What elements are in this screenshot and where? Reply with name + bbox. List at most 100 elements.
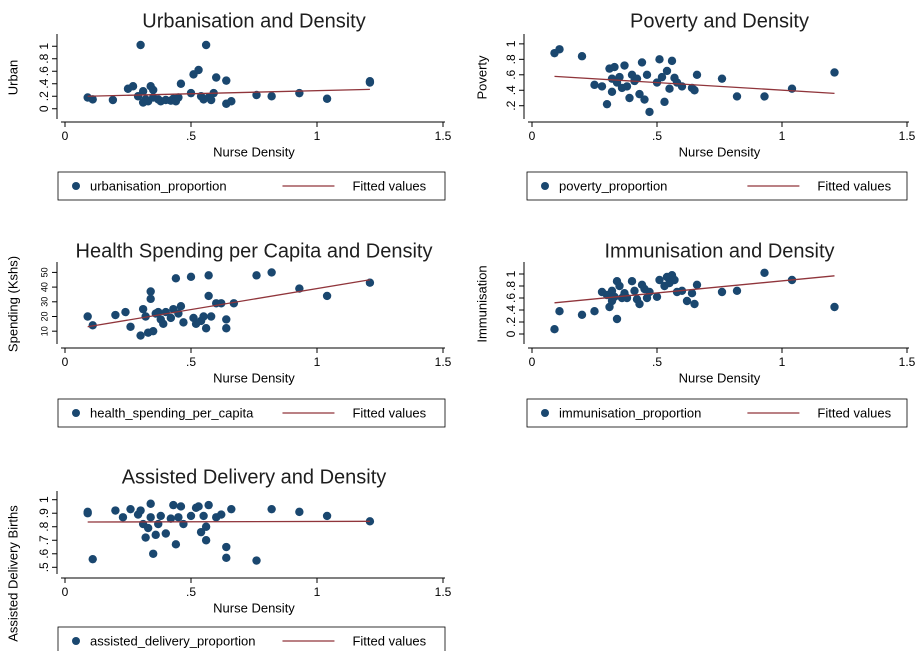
- point: [204, 271, 213, 280]
- point: [128, 82, 138, 91]
- point: [655, 275, 664, 285]
- legend-marker: [72, 182, 80, 190]
- point: [201, 324, 211, 333]
- x-tick-label: 1.5: [899, 355, 916, 369]
- point: [267, 504, 276, 514]
- chart-title: Health Spending per Capita and Density: [76, 240, 433, 262]
- y-tick-label: 1: [37, 43, 51, 50]
- point: [161, 529, 170, 538]
- point: [577, 310, 587, 319]
- point: [627, 277, 637, 286]
- y-axis-label: Immunisation: [474, 265, 489, 342]
- point: [174, 513, 183, 522]
- x-tick-label: .5: [652, 129, 662, 143]
- legend-label: health_spending_per_capita: [90, 405, 254, 420]
- point: [645, 287, 654, 297]
- point: [830, 68, 839, 77]
- legend-label: immunisation_proportion: [559, 405, 701, 420]
- point: [630, 286, 639, 295]
- legend-marker: [72, 409, 80, 417]
- chart-title: Poverty and Density: [630, 10, 809, 32]
- point: [201, 536, 211, 545]
- point: [555, 45, 564, 54]
- y-axis-label: Assisted Delivery Births: [5, 505, 20, 642]
- legend-box: [526, 171, 908, 201]
- point: [174, 93, 183, 102]
- point: [760, 268, 769, 277]
- y-tick-label: 50: [39, 267, 49, 277]
- point: [83, 507, 92, 517]
- y-tick-label: .5: [37, 562, 51, 572]
- y-tick-label: .8: [504, 281, 518, 291]
- y-tick-label: .9: [37, 508, 51, 518]
- legend-label: Fitted values: [817, 178, 891, 193]
- x-tick-label: 1: [314, 355, 321, 369]
- legend-box: [57, 171, 446, 201]
- point: [602, 99, 612, 109]
- x-tick-label: 1: [779, 355, 786, 369]
- x-axis-label: Nurse Density: [679, 370, 761, 385]
- point: [204, 500, 213, 510]
- point: [667, 56, 677, 66]
- point: [625, 93, 634, 103]
- point: [199, 312, 208, 321]
- point: [662, 66, 672, 76]
- x-tick-label: .5: [186, 585, 196, 599]
- point: [267, 92, 276, 101]
- point: [635, 299, 644, 309]
- point: [655, 55, 664, 64]
- legend-label: Fitted values: [817, 405, 891, 420]
- point: [176, 302, 186, 311]
- x-axis-label: Nurse Density: [679, 144, 761, 159]
- y-axis-label: Spending (Kshs): [5, 256, 20, 352]
- point: [590, 80, 599, 90]
- point: [717, 74, 727, 83]
- point: [126, 322, 135, 331]
- y-tick-label: .7: [37, 535, 51, 545]
- point: [83, 312, 92, 321]
- y-tick-label: 10: [39, 326, 49, 336]
- point: [176, 79, 186, 88]
- point: [640, 95, 649, 104]
- point: [136, 331, 145, 340]
- y-tick-label: 0: [37, 105, 51, 112]
- point: [186, 272, 196, 282]
- point: [577, 52, 587, 61]
- point: [597, 82, 607, 91]
- fitted-line: [87, 520, 370, 523]
- point: [615, 72, 624, 82]
- x-axis-label: Nurse Density: [213, 600, 295, 615]
- point: [171, 274, 181, 283]
- point: [194, 502, 203, 511]
- point: [622, 82, 632, 91]
- y-tick-label: .8: [504, 54, 518, 64]
- x-tick-label: 0: [62, 129, 69, 143]
- point: [252, 556, 261, 565]
- x-tick-label: 1.5: [435, 585, 452, 599]
- point: [830, 302, 839, 312]
- point: [194, 65, 203, 75]
- point: [88, 95, 97, 104]
- point: [136, 40, 145, 50]
- x-tick-label: .5: [186, 129, 196, 143]
- y-tick-label: 0: [504, 330, 518, 337]
- point: [111, 506, 120, 515]
- point: [179, 519, 188, 529]
- point: [88, 554, 97, 564]
- legend-marker: [72, 637, 80, 645]
- y-axis-label: Poverty: [474, 55, 489, 100]
- y-tick-label: 1: [37, 496, 51, 503]
- fitted-line: [87, 88, 370, 97]
- x-tick-label: .5: [652, 355, 662, 369]
- point: [212, 73, 221, 82]
- point: [550, 325, 559, 334]
- x-tick-label: 1: [314, 585, 321, 599]
- y-axis-label: Urban: [5, 60, 20, 95]
- chart-title: Urbanisation and Density: [142, 10, 365, 32]
- x-tick-label: 0: [62, 355, 69, 369]
- point: [108, 95, 118, 105]
- point: [615, 281, 624, 291]
- point: [141, 533, 150, 542]
- y-tick-label: .4: [37, 78, 51, 88]
- point: [637, 58, 647, 67]
